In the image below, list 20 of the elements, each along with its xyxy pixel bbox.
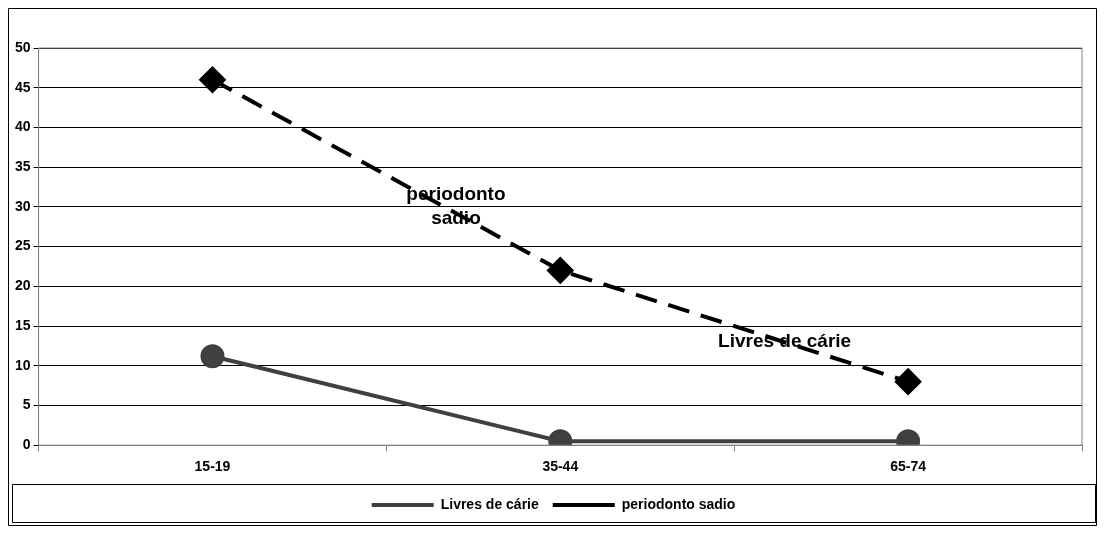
point: [547, 257, 574, 284]
y-tick-label: 25: [14, 237, 31, 254]
point: [199, 66, 226, 93]
point: [200, 344, 225, 369]
y-tick-label: 40: [14, 118, 31, 135]
x-tick-label: 15-19: [194, 458, 231, 475]
x-tick-label: 35-44: [542, 458, 579, 475]
legend-label: periodonto sadio: [621, 495, 736, 512]
y-tick-label: 15: [14, 316, 31, 333]
y-tick-label: 20: [14, 277, 31, 294]
y-tick-label: 0: [22, 436, 31, 453]
y-tick-label: 45: [14, 78, 31, 95]
y-tick-label: 50: [14, 38, 31, 55]
y-tick-label: 30: [14, 197, 31, 214]
y-tick-label: 10: [14, 356, 31, 373]
y-tick-label: 5: [22, 396, 31, 413]
y-tick-label: 35: [14, 158, 31, 175]
point: [895, 368, 922, 395]
legend-label: Livres de cárie: [440, 495, 539, 512]
x-tick-label: 65-74: [890, 458, 927, 475]
